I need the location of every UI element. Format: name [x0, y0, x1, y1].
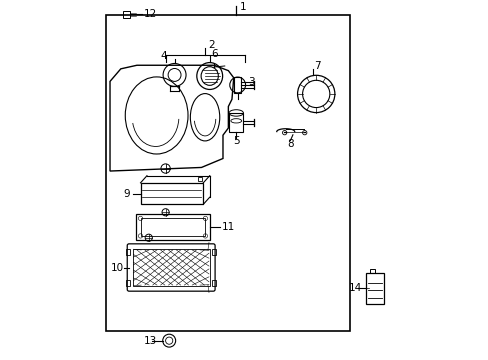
Bar — [369, 269, 374, 273]
Bar — [126, 280, 130, 286]
Bar — [365, 273, 384, 304]
Bar — [106, 15, 349, 330]
Text: 12: 12 — [143, 9, 156, 19]
Text: 5: 5 — [232, 136, 239, 145]
Bar — [126, 249, 130, 255]
Bar — [140, 219, 205, 236]
Text: 9: 9 — [123, 189, 130, 199]
Text: 2: 2 — [207, 40, 214, 50]
Text: 4: 4 — [160, 51, 166, 61]
Text: 1: 1 — [240, 2, 246, 12]
Text: 3: 3 — [247, 77, 254, 87]
Text: 11: 11 — [221, 222, 234, 232]
Bar — [136, 214, 209, 240]
Text: 7: 7 — [314, 61, 321, 71]
Text: 8: 8 — [287, 139, 294, 149]
Bar — [198, 177, 202, 181]
Text: 14: 14 — [348, 283, 361, 293]
Bar — [132, 249, 209, 286]
Bar — [122, 12, 129, 18]
Bar — [211, 280, 215, 286]
Bar — [228, 113, 243, 132]
Text: 10: 10 — [111, 262, 124, 273]
Text: 13: 13 — [143, 336, 156, 346]
Bar — [140, 183, 203, 204]
Text: 6: 6 — [211, 49, 218, 59]
Bar — [211, 249, 215, 255]
Bar — [234, 77, 241, 93]
